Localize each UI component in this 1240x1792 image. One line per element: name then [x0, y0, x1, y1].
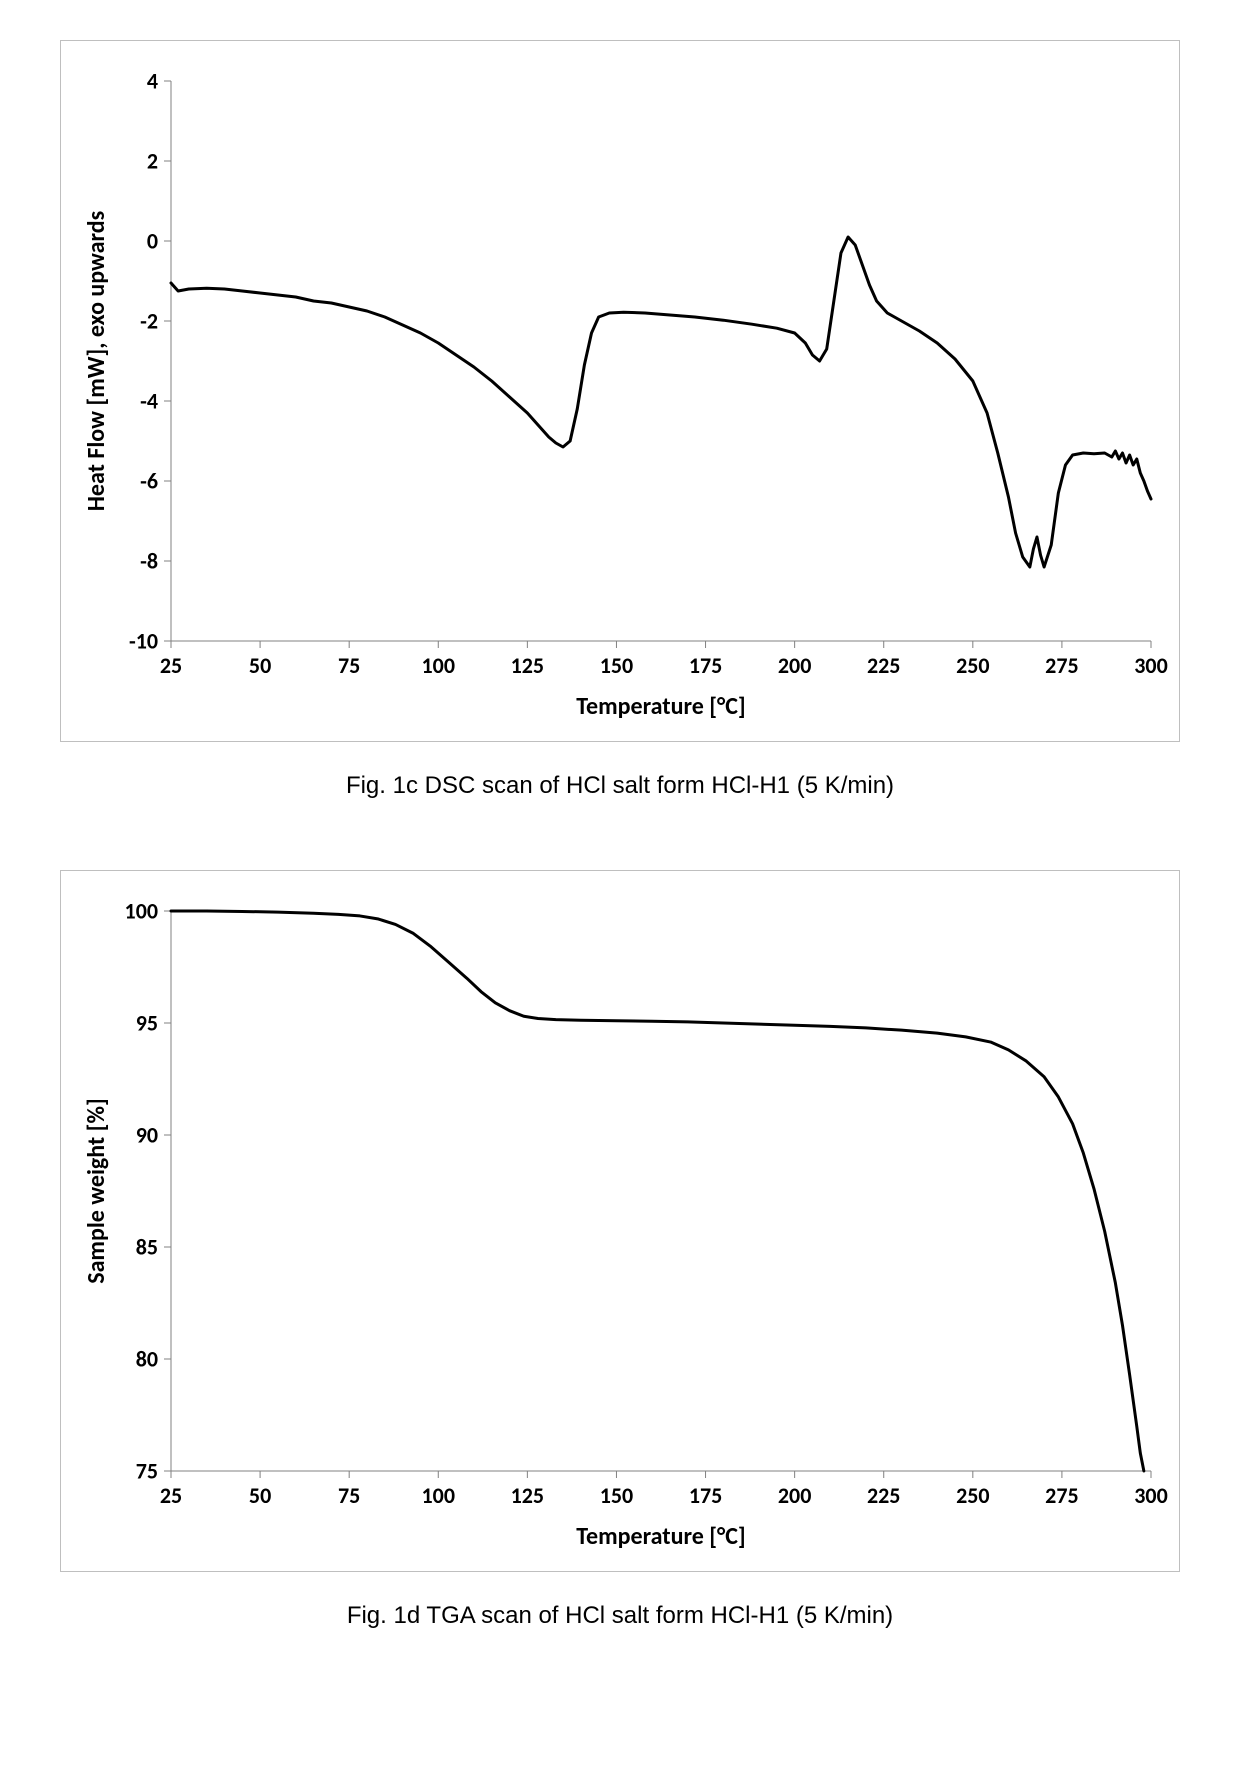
- svg-text:25: 25: [160, 1482, 182, 1509]
- svg-text:50: 50: [249, 652, 271, 679]
- svg-text:200: 200: [778, 1482, 811, 1509]
- svg-text:175: 175: [689, 652, 722, 679]
- caption-dsc: Fig. 1c DSC scan of HCl salt form HCl-H1…: [60, 772, 1180, 800]
- svg-text:Temperature [°C]: Temperature [°C]: [576, 692, 745, 721]
- svg-text:275: 275: [1045, 1482, 1078, 1509]
- svg-text:-4: -4: [140, 388, 158, 415]
- svg-text:300: 300: [1134, 652, 1167, 679]
- figure-dsc: 25 50 75 100 125 150 175 200 225 250 275 300 -10 -8 -6…: [60, 40, 1180, 800]
- svg-text:4: 4: [147, 68, 158, 95]
- svg-text:275: 275: [1045, 652, 1078, 679]
- svg-text:80: 80: [136, 1346, 158, 1373]
- chart-svg-dsc: 25 50 75 100 125 150 175 200 225 250 275 300 -10 -8 -6…: [71, 61, 1171, 731]
- svg-text:75: 75: [136, 1458, 158, 1485]
- svg-text:225: 225: [867, 1482, 900, 1509]
- svg-text:250: 250: [956, 1482, 989, 1509]
- svg-text:175: 175: [689, 1482, 722, 1509]
- svg-text:-10: -10: [129, 628, 158, 655]
- svg-text:95: 95: [136, 1010, 158, 1037]
- svg-text:225: 225: [867, 652, 900, 679]
- svg-text:Temperature [°C]: Temperature [°C]: [576, 1522, 745, 1551]
- svg-text:150: 150: [600, 652, 633, 679]
- svg-text:200: 200: [778, 652, 811, 679]
- svg-text:-8: -8: [140, 548, 158, 575]
- svg-text:2: 2: [147, 148, 158, 175]
- svg-text:-2: -2: [140, 308, 158, 335]
- svg-text:Sample weight [%]: Sample weight [%]: [82, 1098, 111, 1284]
- svg-text:Heat Flow [mW], exo upwards: Heat Flow [mW], exo upwards: [82, 211, 111, 511]
- svg-text:300: 300: [1134, 1482, 1167, 1509]
- svg-text:90: 90: [136, 1122, 158, 1149]
- svg-text:50: 50: [249, 1482, 271, 1509]
- chart-frame-tga: 25 50 75 100 125 150 175 200 225 250 275 300 75 80 85 9…: [60, 870, 1180, 1572]
- svg-text:0: 0: [147, 228, 158, 255]
- svg-text:125: 125: [511, 652, 544, 679]
- svg-text:75: 75: [338, 1482, 360, 1509]
- figure-tga: 25 50 75 100 125 150 175 200 225 250 275 300 75 80 85 9…: [60, 870, 1180, 1630]
- svg-text:-6: -6: [140, 468, 158, 495]
- svg-text:125: 125: [511, 1482, 544, 1509]
- svg-text:100: 100: [125, 898, 158, 925]
- svg-text:250: 250: [956, 652, 989, 679]
- chart-svg-tga: 25 50 75 100 125 150 175 200 225 250 275 300 75 80 85 9…: [71, 891, 1171, 1561]
- caption-tga: Fig. 1d TGA scan of HCl salt form HCl-H1…: [60, 1602, 1180, 1630]
- chart-frame-dsc: 25 50 75 100 125 150 175 200 225 250 275 300 -10 -8 -6…: [60, 40, 1180, 742]
- svg-text:85: 85: [136, 1234, 158, 1261]
- svg-text:100: 100: [422, 1482, 455, 1509]
- svg-text:150: 150: [600, 1482, 633, 1509]
- svg-text:100: 100: [422, 652, 455, 679]
- svg-text:25: 25: [160, 652, 182, 679]
- svg-text:75: 75: [338, 652, 360, 679]
